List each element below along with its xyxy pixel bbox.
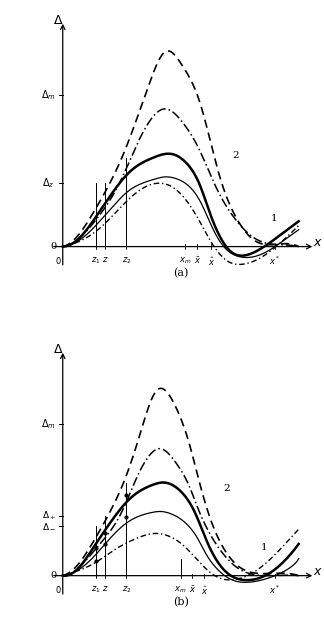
Text: $0$: $0$ [55,584,61,595]
Text: $z_2$: $z_2$ [122,255,131,265]
Text: $z$: $z$ [102,584,109,593]
Text: $\Delta$: $\Delta$ [53,344,63,356]
Text: $\Delta_+$: $\Delta_+$ [41,510,56,522]
Text: $\hat{x}$: $\hat{x}$ [208,255,215,267]
Text: (a): (a) [173,268,188,278]
Text: $z_2$: $z_2$ [122,584,131,595]
Text: $\Delta$: $\Delta$ [53,14,63,28]
Text: $x_m$: $x_m$ [174,584,187,595]
Text: $0$: $0$ [55,255,61,266]
Text: $z_1$: $z_1$ [91,255,100,265]
Text: 1: 1 [270,214,277,223]
Text: 2: 2 [223,485,230,493]
Text: $z$: $z$ [102,255,109,264]
Text: 2: 2 [233,151,239,160]
Text: $z_1$: $z_1$ [91,584,100,595]
Text: $\hat{x}$: $\hat{x}$ [201,584,208,597]
Text: $x_m$: $x_m$ [179,255,192,265]
Text: $x$: $x$ [313,565,322,578]
Text: $\bar{x}$: $\bar{x}$ [189,584,196,595]
Text: $\Delta_m$: $\Delta_m$ [41,88,56,101]
Text: $\bar{x}$: $\bar{x}$ [193,255,201,266]
Text: $\Delta_m$: $\Delta_m$ [41,417,56,431]
Text: 1: 1 [261,543,268,552]
Text: $x^*$: $x^*$ [269,584,281,597]
Text: 0: 0 [50,571,56,580]
Text: 0: 0 [50,242,56,251]
Text: $\Delta_z$: $\Delta_z$ [42,177,55,190]
Text: $x$: $x$ [313,236,322,249]
Text: (b): (b) [173,597,189,607]
Text: $x^*$: $x^*$ [269,255,281,267]
Text: $\Delta_-$: $\Delta_-$ [41,521,56,531]
